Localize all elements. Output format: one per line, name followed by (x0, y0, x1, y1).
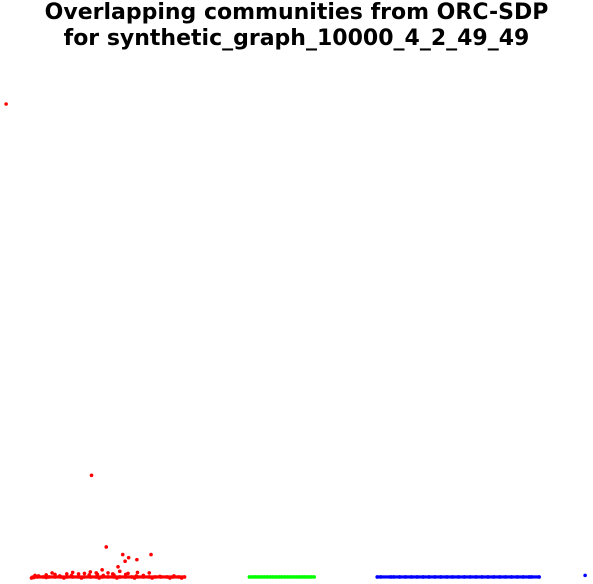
series-2-dense-band (249, 575, 315, 579)
data-point-1-19 (64, 572, 69, 576)
data-point-1-8 (149, 552, 153, 557)
chart-title-line-1: Overlapping communities from ORC-SDP (44, 0, 549, 25)
series-1-dense-band (31, 575, 185, 579)
data-point-1-18 (82, 571, 87, 576)
data-point-1-22 (53, 572, 57, 577)
chart-title-line-2: for synthetic_graph_10000_4_2_49_49 (63, 26, 530, 51)
data-point-3-30 (583, 573, 587, 578)
data-point-1-10 (100, 568, 104, 572)
data-point-1-1 (4, 102, 8, 106)
data-point-1-74 (95, 572, 100, 577)
data-point-1-9 (116, 564, 120, 569)
data-point-1-6 (123, 559, 127, 563)
data-point-1-5 (126, 555, 131, 560)
data-point-1-11 (70, 570, 75, 575)
series-1 (4, 102, 187, 580)
data-point-1-20 (76, 572, 81, 576)
data-point-1-14 (135, 570, 140, 575)
data-point-1-3 (104, 545, 109, 549)
data-point-1-73 (110, 572, 115, 576)
data-point-1-2 (89, 473, 94, 478)
data-point-1-13 (118, 569, 122, 574)
chart-title: Overlapping communities from ORC-SDP for… (0, 0, 593, 52)
series-3 (375, 573, 587, 579)
series-2 (247, 575, 316, 579)
data-point-1-4 (120, 552, 125, 557)
data-point-1-17 (106, 571, 110, 575)
data-point-1-7 (135, 557, 139, 562)
data-point-1-12 (88, 570, 93, 574)
data-point-1-15 (147, 571, 152, 575)
data-point-1-75 (126, 571, 130, 576)
data-point-1-21 (50, 571, 54, 575)
series-3-dense-band (377, 575, 540, 579)
